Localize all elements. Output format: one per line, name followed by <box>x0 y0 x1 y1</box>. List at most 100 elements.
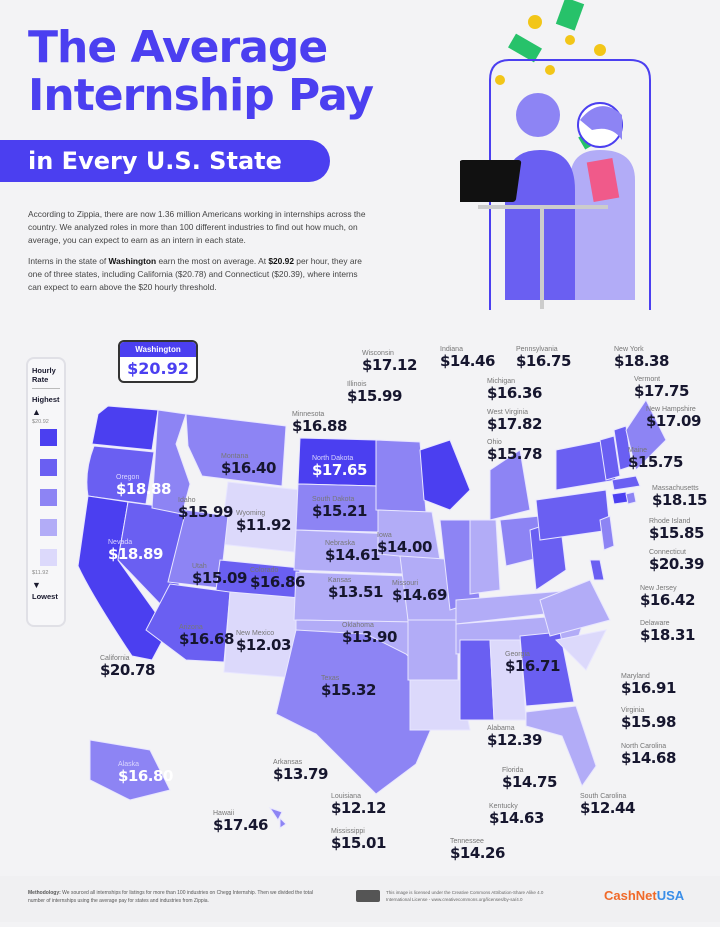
legend-swatch-3 <box>40 489 57 506</box>
state-label-pennsylvania: Pennsylvania $16.75 <box>516 346 571 369</box>
state-label-maryland: Maryland $16.91 <box>621 673 676 696</box>
state-label-nebraska: Nebraska $14.61 <box>325 540 380 563</box>
state-name: New York <box>614 346 644 353</box>
state-name: Ohio <box>487 439 502 446</box>
state-pay: $20.39 <box>649 555 704 573</box>
legend-min: $11.92 <box>32 570 49 576</box>
state-pay: $17.09 <box>646 412 701 430</box>
state-pay: $15.99 <box>347 387 402 405</box>
state-name: Maryland <box>621 673 650 680</box>
state-pay: $14.61 <box>325 546 380 564</box>
state-pay: $14.69 <box>392 586 447 604</box>
state-label-louisiana: Louisiana $12.12 <box>331 793 386 816</box>
intro-text: According to Zippia, there are now 1.36 … <box>28 208 368 302</box>
state-label-connecticut: Connecticut $20.39 <box>649 549 704 572</box>
state-label-kentucky: Kentucky $14.63 <box>489 803 544 826</box>
state-pay: $13.90 <box>342 628 397 646</box>
state-name: North Dakota <box>312 455 354 462</box>
state-name: Missouri <box>392 580 419 587</box>
state-name: Georgia <box>505 651 530 658</box>
state-name: Oregon <box>116 474 140 481</box>
state-name: Illinois <box>347 381 367 388</box>
legend-swatch-4 <box>40 519 57 536</box>
state-pay: $15.32 <box>321 681 376 699</box>
title-line-1: The Average <box>28 22 328 73</box>
state-name: Wisconsin <box>362 350 394 357</box>
state-label-wyoming: Wyoming $11.92 <box>236 510 291 533</box>
state-label-wisconsin: Wisconsin $17.12 <box>362 350 417 373</box>
license-text: This image is licensed under the Creativ… <box>386 890 544 902</box>
state-label-rhode-island: Rhode Island $15.85 <box>649 518 704 541</box>
state-pay: $12.12 <box>331 799 386 817</box>
state-name: Indiana <box>440 346 463 353</box>
state-label-alaska: Alaska $16.80 <box>118 761 173 784</box>
state-label-kansas: Kansas $13.51 <box>328 577 383 600</box>
state-label-georgia: Georgia $16.71 <box>505 651 560 674</box>
washington-highlight-callout: Washington $20.92 <box>118 340 198 383</box>
legend-title: Hourly Rate <box>32 366 60 389</box>
state-label-mississippi: Mississippi $15.01 <box>331 828 386 851</box>
state-pay: $16.88 <box>292 417 347 435</box>
state-name: Maine <box>628 447 648 454</box>
state-name: Alaska <box>118 761 140 768</box>
state-name: Arkansas <box>273 759 303 766</box>
state-name: Arizona <box>179 624 203 631</box>
state-label-vermont: Vermont $17.75 <box>634 376 689 399</box>
state-label-maine: Maine $15.75 <box>628 447 683 470</box>
state-name: Virginia <box>621 707 645 714</box>
state-label-florida: Florida $14.75 <box>502 767 557 790</box>
state-name: Florida <box>502 767 524 774</box>
state-pay: $15.21 <box>312 502 367 520</box>
state-label-arkansas: Arkansas $13.79 <box>273 759 328 782</box>
state-name: Michigan <box>487 378 516 385</box>
state-pay: $13.79 <box>273 765 328 783</box>
state-pay: $13.51 <box>328 583 383 601</box>
state-pay: $18.15 <box>652 491 707 509</box>
state-name: Montana <box>221 453 249 460</box>
state-label-colorado: Colorado $16.86 <box>250 567 305 590</box>
state-pay: $15.98 <box>621 713 676 731</box>
state-name: Minnesota <box>292 411 325 418</box>
state-pay: $14.63 <box>489 809 544 827</box>
legend: Hourly Rate Highest ▲ $20.92 $11.92 ▼ Lo… <box>26 357 66 627</box>
state-name: North Carolina <box>621 743 667 750</box>
state-pay: $14.68 <box>621 749 676 767</box>
state-label-alabama: Alabama $12.39 <box>487 725 542 748</box>
title-line-2: Internship Pay <box>28 70 374 121</box>
state-pay: $20.78 <box>100 661 155 679</box>
state-pay: $16.80 <box>118 767 173 785</box>
state-pay: $16.68 <box>179 630 234 648</box>
state-pay: $15.09 <box>192 569 247 587</box>
state-pay: $16.86 <box>250 573 305 591</box>
us-map <box>77 399 667 829</box>
state-pay: $16.42 <box>640 591 695 609</box>
state-label-nevada: Nevada $18.89 <box>108 539 163 562</box>
state-label-virginia: Virginia $15.98 <box>621 707 676 730</box>
state-name: Hawaii <box>213 810 235 817</box>
state-pay: $14.00 <box>377 538 432 556</box>
subtitle-banner: in Every U.S. State <box>0 140 330 182</box>
state-pay: $15.75 <box>628 453 683 471</box>
state-pay: $12.03 <box>236 636 291 654</box>
state-pay: $18.38 <box>614 352 669 370</box>
callout-value: $20.92 <box>127 359 189 378</box>
state-label-delaware: Delaware $18.31 <box>640 620 695 643</box>
state-label-utah: Utah $15.09 <box>192 563 247 586</box>
state-label-new-york: New York $18.38 <box>614 346 669 369</box>
state-pay: $15.85 <box>649 524 704 542</box>
brand-logo: CashNetUSA <box>604 888 685 903</box>
state-name: New Hampshire <box>646 406 696 413</box>
state-name: South Dakota <box>312 496 355 503</box>
state-label-ohio: Ohio $15.78 <box>487 439 542 462</box>
state-pay: $16.91 <box>621 679 676 697</box>
state-name: Connecticut <box>649 549 686 556</box>
state-name: Idaho <box>178 497 196 504</box>
state-label-new-jersey: New Jersey $16.42 <box>640 585 695 608</box>
state-name: Oklahoma <box>342 622 374 629</box>
state-pay: $12.39 <box>487 731 542 749</box>
state-name: Iowa <box>377 532 392 539</box>
state-label-indiana: Indiana $14.46 <box>440 346 495 369</box>
state-pay: $18.31 <box>640 626 695 644</box>
state-name: New Mexico <box>236 630 275 637</box>
state-pay: $17.12 <box>362 356 417 374</box>
